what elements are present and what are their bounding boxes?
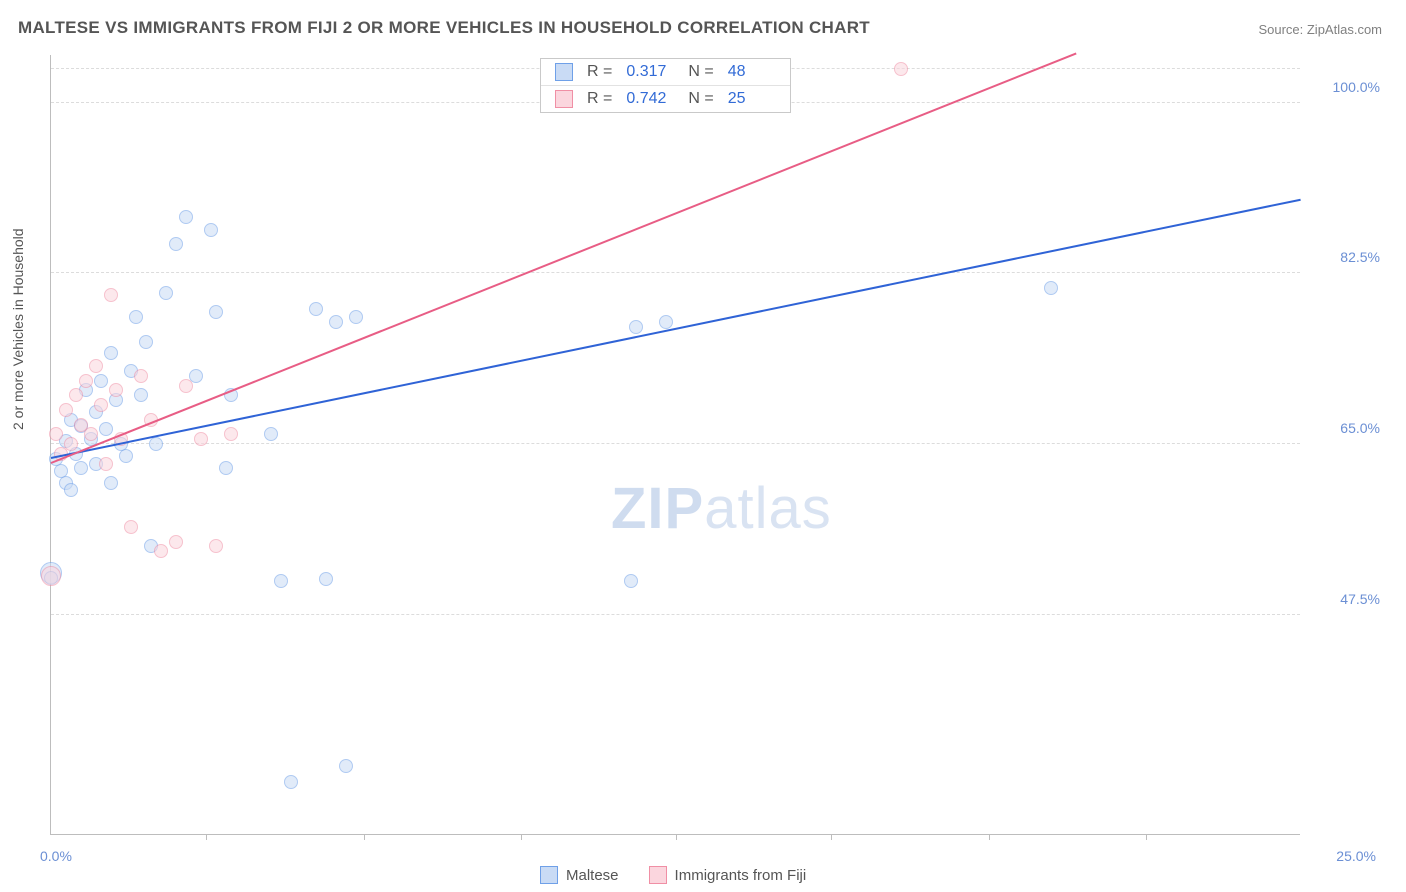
x-axis-min-label: 0.0% — [40, 848, 72, 864]
scatter-point — [209, 539, 223, 553]
scatter-point — [139, 335, 153, 349]
gridline — [51, 614, 1300, 615]
scatter-point — [894, 62, 908, 76]
scatter-point — [59, 403, 73, 417]
scatter-point — [109, 383, 123, 397]
x-tick — [364, 834, 365, 840]
x-tick — [989, 834, 990, 840]
x-axis-max-label: 25.0% — [1336, 848, 1376, 864]
legend-label-maltese: Maltese — [566, 867, 619, 884]
scatter-point — [134, 369, 148, 383]
scatter-point — [194, 432, 208, 446]
page-title: MALTESE VS IMMIGRANTS FROM FIJI 2 OR MOR… — [18, 18, 870, 38]
swatch-fiji — [555, 90, 573, 108]
scatter-point — [69, 388, 83, 402]
scatter-point — [349, 310, 363, 324]
legend-item-maltese: Maltese — [540, 866, 619, 884]
scatter-point — [219, 461, 233, 475]
stat-label-n: N = — [688, 90, 713, 108]
watermark: ZIPatlas — [611, 475, 832, 542]
scatter-point — [309, 302, 323, 316]
scatter-point — [329, 315, 343, 329]
scatter-point — [659, 315, 673, 329]
source-credit: Source: ZipAtlas.com — [1258, 22, 1382, 37]
scatter-point — [319, 572, 333, 586]
x-tick — [521, 834, 522, 840]
scatter-point — [119, 449, 133, 463]
legend-label-fiji: Immigrants from Fiji — [675, 867, 807, 884]
chart-plot-area: ZIPatlas 47.5%65.0%82.5%100.0% — [50, 55, 1300, 835]
trend-line — [51, 198, 1301, 458]
scatter-point — [209, 305, 223, 319]
scatter-point — [169, 535, 183, 549]
watermark-light: atlas — [704, 476, 832, 541]
y-tick-label: 82.5% — [1310, 249, 1380, 265]
scatter-point — [134, 388, 148, 402]
gridline — [51, 272, 1300, 273]
trend-line — [51, 52, 1077, 463]
scatter-point — [224, 427, 238, 441]
x-tick — [676, 834, 677, 840]
watermark-bold: ZIP — [611, 476, 704, 541]
legend-swatch-maltese — [540, 866, 558, 884]
y-axis-label: 2 or more Vehicles in Household — [10, 228, 26, 430]
stats-row-fiji: R = 0.742 N = 25 — [541, 85, 790, 112]
scatter-point — [274, 574, 288, 588]
stat-value-r-maltese: 0.317 — [626, 63, 674, 81]
scatter-point — [94, 374, 108, 388]
legend-swatch-fiji — [649, 866, 667, 884]
x-tick — [1146, 834, 1147, 840]
scatter-point — [94, 398, 108, 412]
scatter-point — [49, 427, 63, 441]
scatter-point — [1044, 281, 1058, 295]
scatter-point — [79, 374, 93, 388]
scatter-point — [64, 483, 78, 497]
stat-value-n-maltese: 48 — [728, 63, 776, 81]
scatter-point — [179, 379, 193, 393]
stat-value-r-fiji: 0.742 — [626, 90, 674, 108]
scatter-point — [99, 457, 113, 471]
scatter-point — [41, 566, 61, 586]
scatter-point — [204, 223, 218, 237]
scatter-point — [89, 359, 103, 373]
scatter-point — [264, 427, 278, 441]
stats-row-maltese: R = 0.317 N = 48 — [541, 59, 790, 85]
scatter-point — [629, 320, 643, 334]
scatter-point — [149, 437, 163, 451]
scatter-point — [624, 574, 638, 588]
swatch-maltese — [555, 63, 573, 81]
scatter-point — [154, 544, 168, 558]
y-tick-label: 100.0% — [1310, 79, 1380, 95]
scatter-point — [339, 759, 353, 773]
scatter-point — [84, 427, 98, 441]
stat-label-n: N = — [688, 63, 713, 81]
legend-item-fiji: Immigrants from Fiji — [649, 866, 807, 884]
scatter-point — [159, 286, 173, 300]
scatter-point — [129, 310, 143, 324]
stat-label-r: R = — [587, 63, 612, 81]
scatter-point — [104, 346, 118, 360]
y-tick-label: 47.5% — [1310, 591, 1380, 607]
y-tick-label: 65.0% — [1310, 420, 1380, 436]
scatter-point — [104, 476, 118, 490]
stat-label-r: R = — [587, 90, 612, 108]
gridline — [51, 443, 1300, 444]
x-tick — [831, 834, 832, 840]
scatter-point — [74, 461, 88, 475]
legend: Maltese Immigrants from Fiji — [540, 866, 806, 884]
scatter-point — [179, 210, 193, 224]
x-tick — [206, 834, 207, 840]
stat-value-n-fiji: 25 — [728, 90, 776, 108]
correlation-stats-box: R = 0.317 N = 48 R = 0.742 N = 25 — [540, 58, 791, 113]
scatter-point — [284, 775, 298, 789]
scatter-point — [64, 437, 78, 451]
scatter-point — [104, 288, 118, 302]
scatter-point — [99, 422, 113, 436]
scatter-point — [124, 520, 138, 534]
scatter-point — [169, 237, 183, 251]
